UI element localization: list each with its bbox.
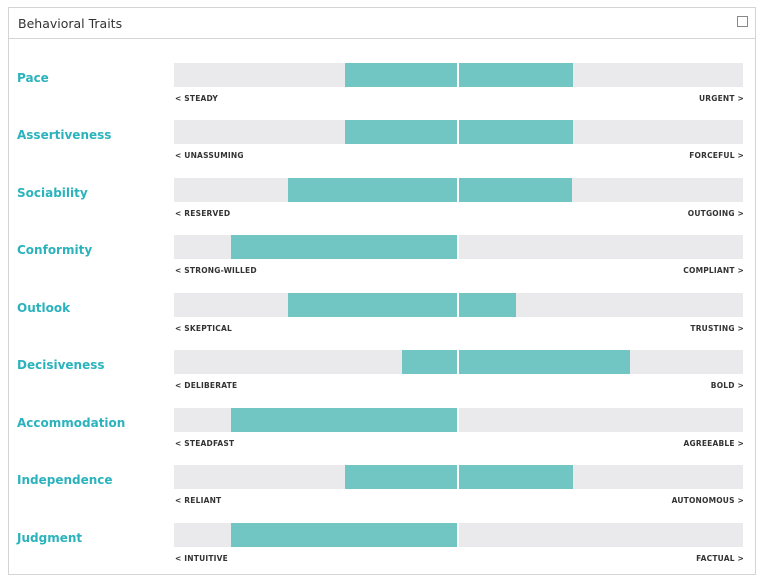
- trait-scale-fill: [231, 235, 459, 259]
- trait-scale-fill: [345, 120, 573, 144]
- panel-title: Behavioral Traits: [18, 16, 123, 31]
- trait-scale-fill: [288, 293, 516, 317]
- scale-left-label: < STEADY: [175, 94, 219, 103]
- scale-midpoint-divider: [457, 465, 459, 489]
- scale-right-label: OUTGOING >: [687, 209, 744, 218]
- trait-name: Outlook: [17, 301, 71, 315]
- scale-midpoint-divider: [457, 178, 459, 202]
- trait-scale-fill: [231, 408, 459, 432]
- scale-right-label: URGENT >: [698, 94, 744, 103]
- trait-scale-track: [174, 523, 743, 547]
- trait-scale-track: [174, 178, 743, 202]
- trait-scale-track: [174, 63, 743, 87]
- trait-scale-fill: [345, 63, 573, 87]
- collapse-icon[interactable]: [737, 16, 748, 27]
- trait-scale-track: [174, 350, 743, 374]
- trait-scale-fill: [345, 465, 573, 489]
- trait-row: Assertiveness < UNASSUMING FORCEFUL >: [9, 120, 755, 170]
- scale-left-label: < RELIANT: [175, 496, 222, 505]
- scale-midpoint-divider: [457, 523, 459, 547]
- trait-name: Assertiveness: [17, 128, 112, 142]
- trait-scale-fill: [288, 178, 572, 202]
- trait-row: Conformity < STRONG-WILLED COMPLIANT >: [9, 235, 755, 285]
- scale-left-label: < SKEPTICAL: [175, 324, 232, 333]
- scale-right-label: FORCEFUL >: [689, 151, 744, 160]
- trait-name: Pace: [17, 71, 49, 85]
- traits-list: Pace < STEADY URGENT > Assertiveness < UNASS…: [9, 8, 755, 574]
- trait-scale-track: [174, 408, 743, 432]
- trait-row: Pace < STEADY URGENT >: [9, 63, 755, 113]
- trait-row: Independence < RELIANT AUTONOMOUS >: [9, 465, 755, 515]
- trait-scale-fill: [231, 523, 459, 547]
- scale-midpoint-divider: [457, 120, 459, 144]
- scale-left-label: < RESERVED: [175, 209, 231, 218]
- trait-row: Judgment < INTUITIVE FACTUAL >: [9, 523, 755, 573]
- scale-midpoint-divider: [457, 293, 459, 317]
- trait-row: Outlook < SKEPTICAL TRUSTING >: [9, 293, 755, 343]
- trait-row: Decisiveness < DELIBERATE BOLD >: [9, 350, 755, 400]
- scale-left-label: < STEADFAST: [175, 439, 235, 448]
- scale-midpoint-divider: [457, 350, 459, 374]
- scale-right-label: TRUSTING >: [690, 324, 744, 333]
- scale-right-label: AGREEABLE >: [683, 439, 744, 448]
- trait-name: Decisiveness: [17, 358, 105, 372]
- scale-left-label: < DELIBERATE: [175, 381, 238, 390]
- trait-row: Sociability < RESERVED OUTGOING >: [9, 178, 755, 228]
- trait-scale-track: [174, 235, 743, 259]
- panel-header: Behavioral Traits: [9, 8, 755, 39]
- behavioral-traits-panel: Behavioral Traits Pace < STEADY URGENT > As…: [8, 7, 756, 575]
- scale-left-label: < UNASSUMING: [175, 151, 244, 160]
- scale-right-label: FACTUAL >: [696, 554, 744, 563]
- trait-name: Judgment: [17, 531, 83, 545]
- scale-left-label: < INTUITIVE: [175, 554, 228, 563]
- trait-scale-track: [174, 120, 743, 144]
- trait-row: Accommodation < STEADFAST AGREEABLE >: [9, 408, 755, 458]
- scale-right-label: AUTONOMOUS >: [671, 496, 744, 505]
- trait-name: Conformity: [17, 243, 93, 257]
- scale-right-label: COMPLIANT >: [683, 266, 744, 275]
- trait-name: Sociability: [17, 186, 88, 200]
- scale-right-label: BOLD >: [710, 381, 744, 390]
- scale-midpoint-divider: [457, 408, 459, 432]
- scale-left-label: < STRONG-WILLED: [175, 266, 257, 275]
- trait-scale-fill: [402, 350, 630, 374]
- scale-midpoint-divider: [457, 235, 459, 259]
- trait-name: Independence: [17, 473, 113, 487]
- trait-name: Accommodation: [17, 416, 126, 430]
- scale-midpoint-divider: [457, 63, 459, 87]
- trait-scale-track: [174, 293, 743, 317]
- trait-scale-track: [174, 465, 743, 489]
